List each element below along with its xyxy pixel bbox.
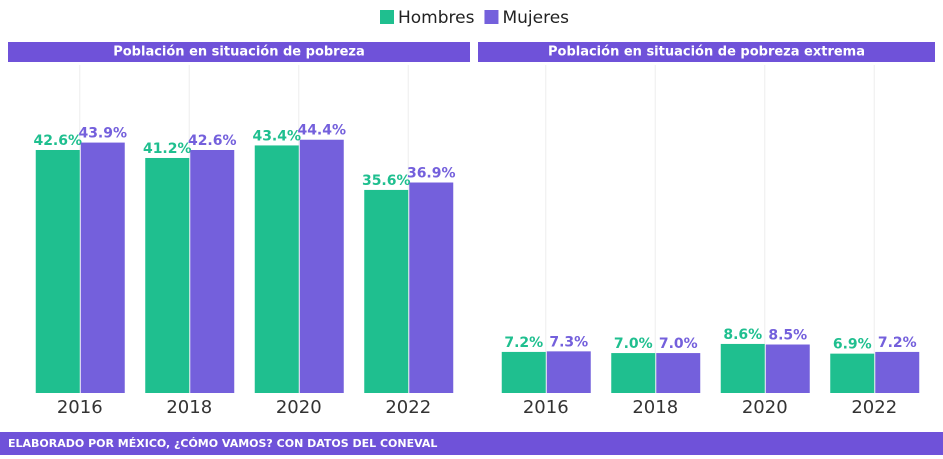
data-label: 44.4% (297, 123, 346, 139)
data-label: 7.0% (614, 336, 653, 352)
data-label: 8.5% (768, 328, 807, 344)
bar (656, 353, 701, 393)
data-label: 42.6% (33, 133, 82, 149)
panel-title: Población en situación de pobreza extrem… (548, 45, 865, 60)
legend-label: Hombres (398, 8, 475, 28)
data-label: 6.9% (833, 337, 872, 353)
data-label: 7.3% (549, 334, 588, 350)
x-tick-label: 2022 (385, 397, 431, 418)
data-label: 41.2% (143, 141, 192, 157)
bar (254, 145, 299, 393)
data-label: 7.0% (659, 336, 698, 352)
panel-header (478, 42, 935, 62)
bar (190, 149, 235, 393)
bar (409, 182, 454, 393)
data-label: 7.2% (504, 335, 543, 351)
bar (720, 343, 765, 393)
x-tick-label: 2022 (851, 397, 897, 418)
data-label: 35.6% (362, 173, 411, 189)
legend-swatch (484, 10, 499, 24)
x-tick-label: 2018 (632, 397, 678, 418)
x-tick-label: 2016 (57, 397, 103, 418)
x-tick-label: 2018 (166, 397, 212, 418)
bar (80, 142, 125, 393)
legend-label: Mujeres (502, 8, 569, 28)
footer-band (0, 432, 943, 455)
bar (546, 351, 591, 393)
legend-swatch (380, 10, 394, 24)
data-label: 36.9% (407, 166, 456, 182)
data-label: 8.6% (723, 327, 762, 343)
bar (875, 351, 920, 393)
data-label: 43.4% (252, 128, 301, 144)
panel-header (8, 42, 470, 62)
bar (501, 351, 546, 393)
panel-title: Población en situación de pobreza (113, 45, 365, 60)
data-label: 7.2% (878, 335, 917, 351)
data-label: 43.9% (78, 126, 127, 142)
x-tick-label: 2016 (523, 397, 569, 418)
x-tick-label: 2020 (742, 397, 788, 418)
bar (611, 353, 656, 393)
bar (765, 344, 810, 393)
footer: ELABORADO POR MÉXICO, ¿CÓMO VAMOS? CON D… (8, 437, 437, 450)
x-tick-label: 2020 (276, 397, 322, 418)
data-label: 42.6% (188, 133, 237, 149)
bar (830, 353, 875, 393)
bar (35, 149, 80, 393)
bar (299, 139, 344, 393)
bar (364, 189, 409, 393)
bar (145, 157, 190, 393)
